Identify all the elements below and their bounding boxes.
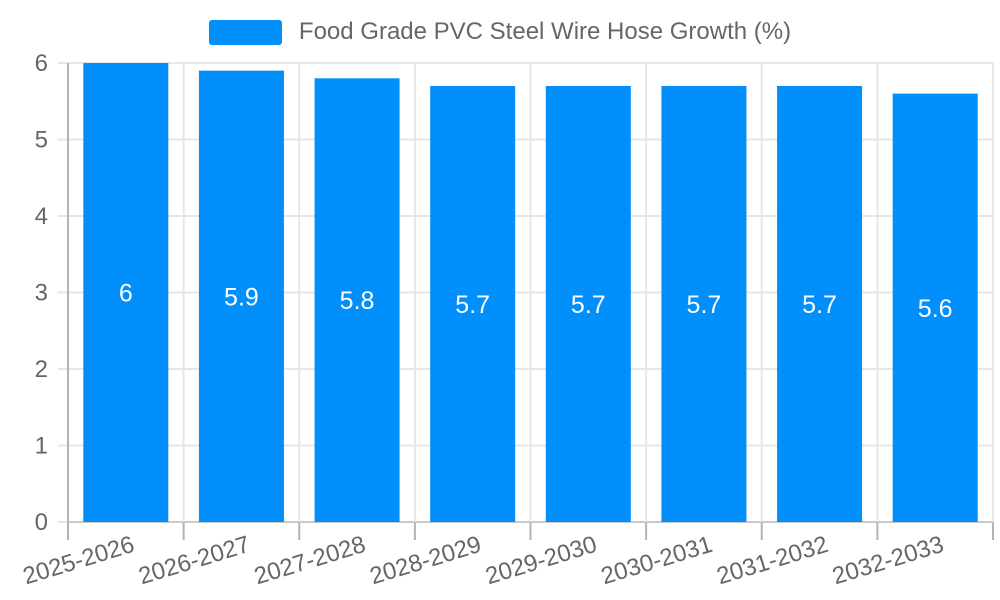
y-axis-label: 5: [35, 127, 48, 154]
legend-label: Food Grade PVC Steel Wire Hose Growth (%…: [298, 18, 792, 45]
bar-value-label: 5.7: [687, 291, 722, 319]
y-axis-label: 1: [35, 433, 48, 460]
y-axis-label: 0: [35, 509, 48, 536]
legend-swatch: [208, 19, 282, 45]
y-axis-label: 2: [35, 356, 48, 383]
bar[interactable]: [314, 78, 400, 523]
bar-value-label: 5.7: [455, 291, 490, 319]
bar[interactable]: [430, 85, 516, 522]
bar-value-label: 5.8: [340, 287, 375, 315]
x-axis-label: 2030-2031: [598, 531, 716, 590]
bar[interactable]: [661, 85, 747, 522]
bar-value-label: 5.7: [802, 291, 837, 319]
x-axis-label: 2027-2028: [251, 531, 369, 590]
bar[interactable]: [83, 63, 169, 522]
x-axis-label: 2032-2033: [829, 531, 947, 590]
x-axis-label: 2026-2027: [136, 531, 254, 590]
x-axis-label: 2025-2026: [20, 531, 138, 590]
bar[interactable]: [892, 93, 978, 522]
bar[interactable]: [545, 85, 631, 522]
bar-value-label: 5.7: [571, 291, 606, 319]
x-axis-label: 2028-2029: [367, 531, 485, 590]
bar-value-label: 6: [119, 280, 133, 308]
bar[interactable]: [198, 70, 284, 523]
bar-value-label: 5.9: [224, 283, 259, 311]
y-axis-label: 6: [35, 50, 48, 77]
y-axis-label: 4: [35, 203, 48, 230]
x-axis-label: 2029-2030: [482, 531, 600, 590]
x-axis-label: 2031-2032: [714, 531, 832, 590]
legend-item[interactable]: Food Grade PVC Steel Wire Hose Growth (%…: [0, 16, 1000, 48]
bar[interactable]: [777, 85, 863, 522]
bar-value-label: 5.6: [918, 295, 953, 323]
y-axis-label: 3: [35, 280, 48, 307]
